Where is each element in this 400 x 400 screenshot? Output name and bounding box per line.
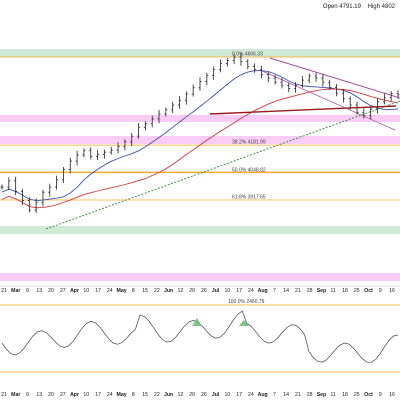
x-tick-label-bottom: 20	[189, 392, 195, 398]
x-tick-label: Aug	[258, 288, 268, 294]
x-tick-label-bottom: 17	[95, 392, 101, 398]
labels-layer: 0.0% 4606.33 38.2% 4181.99 50.0% 4048.82 61…	[232, 52, 266, 201]
x-tick-label: 25	[354, 288, 360, 294]
x-tick-label: 21	[295, 288, 301, 294]
x-tick-label-bottom: 21	[1, 392, 7, 398]
x-tick-label: 8	[132, 288, 135, 294]
wedge-line	[259, 69, 396, 131]
x-tick-label-bottom: 12	[177, 392, 183, 398]
chart-header: Open 4791.19 High 4802	[323, 4, 400, 10]
rsi-panel: 100.0% 2460.79	[0, 299, 400, 373]
x-tick-label: 14	[283, 288, 289, 294]
x-tick-label: Jul	[212, 288, 220, 294]
x-tick-label: 24	[248, 288, 254, 294]
x-tick-label: 21	[1, 288, 7, 294]
open-value: Open 4791.19	[322, 4, 361, 10]
x-tick-label: 18	[342, 288, 348, 294]
rsi-fib-label: 100.0% 2460.79	[228, 299, 265, 305]
x-tick-label: 28	[307, 288, 313, 294]
x-tick-label: 13	[36, 288, 42, 294]
x-tick-label-bottom: 28	[307, 392, 313, 398]
price-bars-layer	[0, 52, 400, 214]
x-tick-label: 9	[379, 288, 382, 294]
x-tick-label-bottom: 17	[236, 392, 242, 398]
x-tick-label-bottom: Jul	[212, 392, 220, 398]
x-tick-label-bottom: 27	[60, 392, 66, 398]
x-tick-label-bottom: 22	[154, 392, 160, 398]
x-tick-label: 6	[26, 288, 29, 294]
x-tick-label-bottom: Mar	[11, 392, 20, 398]
high-value: High 4802	[367, 4, 395, 10]
x-tick-label-bottom: 16	[389, 392, 395, 398]
fib-level-label: 0.0% 4606.33	[232, 52, 263, 58]
rsi-overbought-marker	[192, 318, 202, 326]
zone-band	[0, 226, 400, 234]
x-tick-label: May	[117, 288, 127, 294]
x-tick-label-bottom: 15	[142, 392, 148, 398]
rsi-overbought-marker	[239, 320, 249, 326]
x-tick-label-bottom: 21	[295, 392, 301, 398]
x-tick-label-bottom: 8	[132, 392, 135, 398]
indicator-lines-layer	[0, 56, 400, 230]
x-tick-label: 10	[225, 288, 231, 294]
x-tick-label-bottom: 10	[83, 392, 89, 398]
x-tick-label: 24	[107, 288, 113, 294]
x-tick-label-bottom: 10	[225, 392, 231, 398]
x-tick-label-bottom: 18	[342, 392, 348, 398]
x-axis: 21 21 Mar Mar 6 6 13 13 20 20 27 27 Apr Apr 10 10 17 17 24…	[0, 285, 400, 398]
x-tick-label-bottom: 6	[26, 392, 29, 398]
x-tick-label-bottom: May	[117, 392, 127, 398]
x-tick-label-bottom: Aug	[258, 392, 268, 398]
x-tick-label: Sep	[317, 288, 327, 294]
x-tick-label-bottom: Jun	[164, 392, 173, 398]
zone-band	[0, 136, 400, 144]
x-tick-label: 7	[273, 288, 276, 294]
x-tick-label-bottom: 14	[283, 392, 289, 398]
x-tick-label: 17	[236, 288, 242, 294]
x-tick-label: Apr	[70, 288, 79, 294]
sma-200-line	[1, 88, 399, 209]
fib-level-label: 61.8% 3917.65	[232, 195, 266, 201]
x-tick-label: 16	[389, 288, 395, 294]
x-tick-label: 12	[177, 288, 183, 294]
x-tick-label-bottom: 25	[354, 392, 360, 398]
zone-band	[0, 49, 400, 57]
x-tick-label-bottom: 13	[36, 392, 42, 398]
fib-level-label: 50.0% 4048.82	[232, 167, 266, 173]
x-tick-label: Jun	[164, 288, 173, 294]
x-tick-label: 11	[331, 288, 336, 294]
x-tick-label-bottom: 7	[273, 392, 276, 398]
rsi-line	[1, 310, 399, 363]
x-tick-label: 17	[95, 288, 101, 294]
resistance-line	[269, 57, 400, 99]
x-tick-label-bottom: 20	[48, 392, 54, 398]
x-tick-label: 10	[83, 288, 89, 294]
x-tick-label: Mar	[11, 288, 20, 294]
zone-band	[0, 115, 400, 122]
zones-layer	[0, 49, 400, 281]
zone-band	[0, 273, 400, 281]
fib-level-label: 38.2% 4181.99	[232, 140, 266, 146]
x-tick-label-bottom: 26	[201, 392, 207, 398]
x-tick-label-bottom: Apr	[70, 392, 79, 398]
x-tick-label: 15	[142, 288, 148, 294]
x-tick-label: 20	[189, 288, 195, 294]
sma-50-line	[1, 70, 399, 202]
x-tick-label: 20	[48, 288, 54, 294]
x-tick-label-bottom: Sep	[317, 392, 327, 398]
neckline	[209, 105, 397, 115]
x-tick-label: 22	[154, 288, 160, 294]
x-tick-label-bottom: Oct	[364, 392, 373, 398]
x-tick-label-bottom: 9	[379, 392, 382, 398]
x-tick-label: Oct	[364, 288, 373, 294]
x-tick-label-bottom: 11	[331, 392, 336, 398]
x-tick-label-bottom: 24	[107, 392, 113, 398]
x-tick-label: 26	[201, 288, 207, 294]
x-tick-label-bottom: 24	[248, 392, 254, 398]
x-tick-label: 27	[60, 288, 66, 294]
